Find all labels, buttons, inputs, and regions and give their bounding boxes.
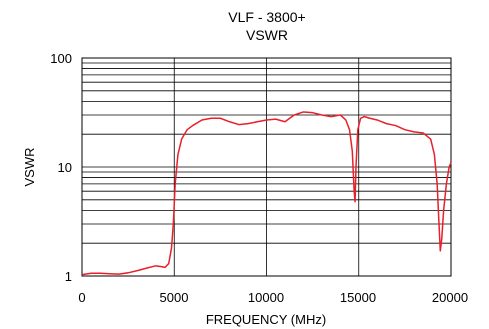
y-tick-labels: 1 10 100 — [50, 51, 72, 284]
x-tick-label-0: 0 — [78, 290, 85, 305]
chart-subtitle: VSWR — [246, 27, 288, 43]
y-tick-label-10: 10 — [58, 160, 72, 175]
series-line-vswr — [81, 111, 452, 276]
y-tick-label-100: 100 — [50, 51, 72, 66]
y-axis-label: VSWR — [22, 148, 37, 187]
y-tick-label-1: 1 — [65, 269, 72, 284]
grid — [82, 58, 451, 276]
x-axis-label: FREQUENCY (MHz) — [206, 312, 326, 327]
plot-area — [81, 57, 452, 277]
x-tick-label-15000: 15000 — [340, 290, 376, 305]
x-tick-label-5000: 5000 — [160, 290, 189, 305]
x-tick-labels: 0 5000 10000 15000 20000 — [78, 290, 468, 305]
chart-title: VLF - 3800+ — [228, 9, 305, 25]
series-layer — [81, 111, 452, 276]
x-tick-label-20000: 20000 — [432, 290, 468, 305]
x-tick-label-10000: 10000 — [248, 290, 284, 305]
